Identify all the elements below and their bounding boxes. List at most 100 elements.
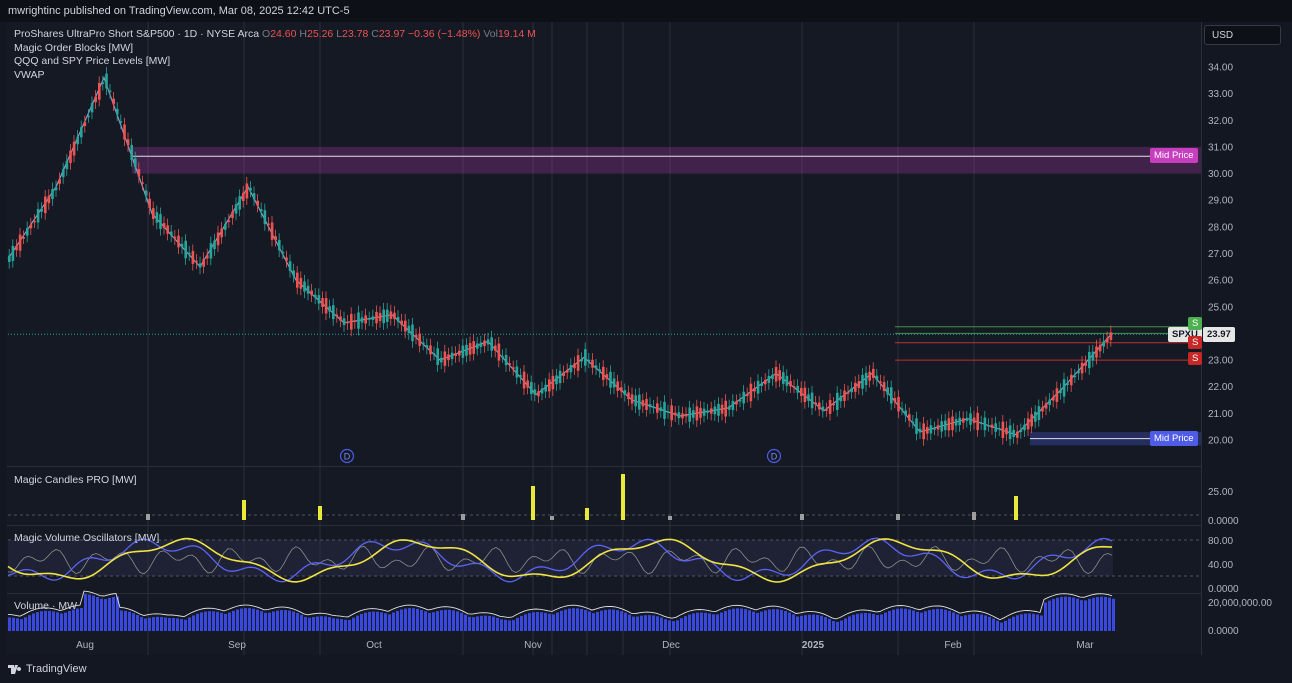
candle-body — [346, 321, 349, 324]
candle-body — [684, 413, 688, 417]
candle-body — [699, 407, 702, 418]
volume-bar — [988, 616, 991, 631]
candle-body — [850, 388, 853, 393]
candle-body — [1005, 427, 1008, 435]
volume-bar — [156, 616, 159, 631]
pane-title-volume-osc[interactable]: Magic Volume Oscillators [MW] — [14, 532, 160, 544]
volume-bar — [180, 619, 183, 631]
candle-body — [1062, 379, 1066, 397]
candle-body — [278, 239, 281, 251]
candle-body — [371, 316, 375, 321]
volume-bar — [940, 609, 943, 631]
candle-body — [515, 366, 519, 378]
volume-bar — [296, 613, 299, 631]
volume-bar — [88, 594, 91, 631]
candle-body — [112, 98, 115, 105]
candle-body — [1016, 431, 1019, 438]
pane-separator[interactable] — [7, 466, 1201, 467]
tradingview-logo[interactable]: TradingView — [8, 663, 87, 675]
volume-bar — [288, 610, 291, 631]
candle-body — [461, 345, 465, 358]
pane-separator[interactable] — [7, 525, 1201, 526]
indicator-order-blocks[interactable]: Magic Order Blocks [MW] — [14, 41, 134, 54]
volume-bar — [564, 609, 567, 631]
volume-bar — [616, 610, 619, 631]
candle-body — [861, 374, 864, 389]
indicator-price-levels[interactable]: QQQ and SPY Price Levels [MW] — [14, 55, 171, 67]
candle-body — [879, 381, 882, 384]
candle-body — [1066, 383, 1069, 385]
candle-body — [796, 385, 799, 393]
volume-bar — [188, 617, 191, 631]
candle-body — [735, 401, 738, 405]
candle-body — [756, 380, 760, 394]
volume-bar — [788, 612, 791, 631]
x-tick-label: Nov — [524, 640, 542, 651]
candle-body — [818, 402, 821, 410]
volume-bar — [952, 612, 955, 631]
volume-bar — [376, 611, 379, 631]
volume-bar — [460, 612, 463, 631]
candle-body — [854, 382, 857, 392]
pane-title-volume[interactable]: Volume · MW — [14, 600, 78, 612]
candle-body — [677, 412, 681, 419]
candle-body — [641, 400, 645, 407]
candle-body — [612, 378, 616, 388]
candle-body — [256, 200, 259, 206]
candle-body — [947, 418, 951, 431]
candle-body — [555, 375, 558, 385]
volume-bar — [364, 612, 367, 631]
volume-bar — [344, 619, 347, 631]
volume-bar — [996, 620, 999, 631]
volume-bar — [640, 615, 643, 631]
volume-bar — [272, 611, 275, 631]
candle-body — [342, 318, 346, 326]
volume-bar — [1100, 596, 1103, 631]
volume-bar — [932, 609, 935, 631]
volume-bar — [720, 612, 723, 631]
candle-body — [1102, 341, 1105, 347]
volume-bar — [880, 614, 883, 631]
volume-bar — [508, 620, 511, 631]
indicator-vwap[interactable]: VWAP — [14, 68, 45, 81]
candle-body — [771, 374, 774, 380]
pane2-bar — [318, 506, 322, 520]
candle-body — [324, 297, 328, 314]
candle-body — [368, 318, 371, 320]
volume-bar — [332, 618, 335, 631]
volume-bar — [1048, 600, 1051, 631]
volume-bar — [960, 616, 963, 631]
pane-separator[interactable] — [7, 593, 1201, 594]
volume-bar — [936, 608, 939, 631]
chart-area[interactable] — [7, 22, 1201, 655]
pane-title-candles-pro[interactable]: Magic Candles PRO [MW] — [14, 474, 137, 486]
volume-bar — [328, 617, 331, 631]
candle-body — [206, 255, 209, 259]
candle-body — [944, 420, 947, 431]
s-level-tag-red-1: S — [1188, 336, 1203, 349]
volume-bar — [884, 612, 887, 631]
volume-bar — [860, 613, 863, 631]
candle-body — [454, 352, 457, 356]
volume-bar — [856, 613, 859, 631]
candle-body — [418, 333, 421, 346]
volume-bar — [388, 614, 391, 631]
candle-body — [1098, 344, 1102, 352]
candle-body — [231, 211, 234, 219]
symbol-title[interactable]: ProShares UltraPro Short S&P500 · 1D · N… — [14, 28, 260, 40]
candle-body — [965, 417, 969, 421]
candle-body — [285, 257, 288, 261]
volume-bar — [980, 614, 983, 631]
candle-body — [335, 314, 339, 317]
currency-button[interactable]: USD — [1204, 25, 1281, 45]
candle-body — [360, 317, 364, 323]
volume-bar — [268, 612, 271, 631]
volume-bar — [796, 616, 799, 631]
candle-body — [940, 421, 943, 432]
candle-body — [33, 220, 36, 223]
volume-bar — [248, 608, 251, 631]
candle-body — [184, 240, 187, 259]
candle-body — [303, 281, 306, 292]
volume-bar — [1092, 597, 1095, 631]
